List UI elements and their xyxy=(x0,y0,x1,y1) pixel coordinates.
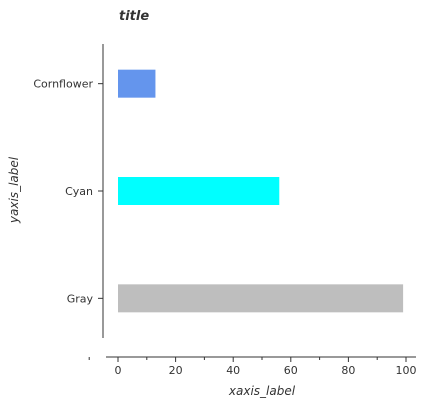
x-tick-label-0: 0 xyxy=(115,364,122,377)
x-tick-label-40: 40 xyxy=(226,364,240,377)
y-tick-label-gray: Gray xyxy=(67,292,94,305)
bars-group xyxy=(118,69,404,313)
x-tick-label-80: 80 xyxy=(341,364,355,377)
y-axis-label: yaxis_label xyxy=(7,156,21,224)
x-tick-label-100: 100 xyxy=(396,364,417,377)
x-tick-label-20: 20 xyxy=(169,364,183,377)
y-axis: Gray Cyan Cornflower xyxy=(33,44,104,338)
bar-cyan xyxy=(118,177,280,205)
y-tick-label-cyan: Cyan xyxy=(65,185,93,198)
chart-title: title xyxy=(119,9,149,24)
bar-cornflower xyxy=(118,69,156,98)
x-axis: 0 20 40 60 80 100 xyxy=(88,356,417,377)
x-axis-label: xaxis_label xyxy=(228,384,296,398)
y-tick-label-cornflower: Cornflower xyxy=(33,78,93,91)
bar-gray xyxy=(118,284,404,313)
x-tick-label-60: 60 xyxy=(284,364,298,377)
